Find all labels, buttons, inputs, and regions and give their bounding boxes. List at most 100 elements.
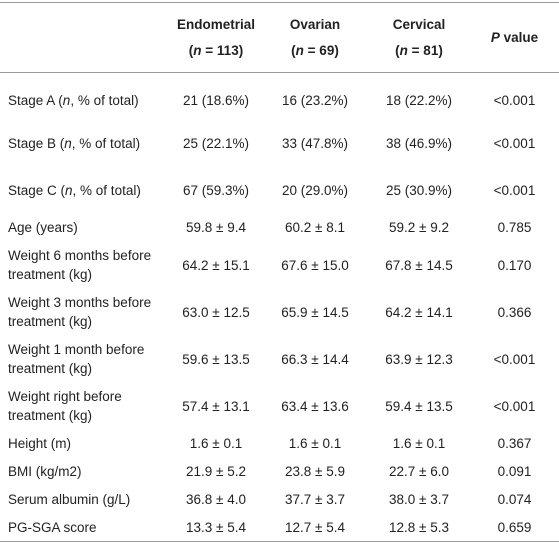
table-cell: 12.8 ± 5.3 <box>368 513 470 542</box>
text-segment: Stage C ( <box>8 182 66 198</box>
table-cell: 67 (59.3%) <box>182 182 250 198</box>
text-segment: Serum albumin (g/L) <box>8 492 131 507</box>
table-cell: 0.659 <box>470 513 559 542</box>
row-label: Weight 3 months before treatment (kg) <box>0 289 170 336</box>
table-cell: 37.7 ± 3.7 <box>285 492 345 507</box>
text-segment: ( <box>291 42 296 58</box>
table-cell: 13.3 ± 5.4 <box>170 513 262 542</box>
table-cell: 20 (29.0%) <box>281 182 349 198</box>
table-cell: 63.9 ± 12.3 <box>385 351 453 367</box>
table-cell: 0.074 <box>497 492 532 507</box>
text-segment: = 69) <box>303 42 339 58</box>
table-cell: 59.8 ± 9.4 <box>186 220 246 235</box>
table-row: BMI (kg/m2) 21.9 ± 5.2 23.8 ± 5.9 22.7 ± 6.… <box>0 458 559 486</box>
header-row: Endometrial (n = 113) Ovarian (n = 69) Cervi… <box>0 2 559 73</box>
table-cell: 57.4 ± 13.1 <box>182 398 250 414</box>
table-cell: 38 (46.9%) <box>385 135 453 151</box>
row-label: Weight 1 month before treatment (kg) <box>0 336 170 383</box>
table-cell: 59.6 ± 13.5 <box>182 351 250 367</box>
row-label: Stage A (n, % of total) <box>0 73 170 120</box>
table-row: Weight right before treatment (kg) 57.4 ±… <box>0 383 559 430</box>
text-segment: , % of total) <box>71 135 141 151</box>
table-cell: 36.8 ± 4.0 <box>186 492 246 507</box>
table-cell: 33 (47.8%) <box>281 135 349 151</box>
table-cell: 0.785 <box>497 220 532 235</box>
table-cell: 65.9 ± 14.5 <box>281 304 349 320</box>
column-header: Ovarian (n = 69) <box>262 2 368 73</box>
column-header: P value <box>470 2 559 73</box>
table-cell: <0.001 <box>493 92 536 108</box>
table-cell: 21.9 ± 5.2 <box>186 464 246 479</box>
text-segment: Height (m) <box>8 436 72 451</box>
text-segment: = 81) <box>407 42 443 58</box>
table-row: Stage C (n, % of total) 67 (59.3%) 20 (29.… <box>0 167 559 214</box>
text-segment: Age (years) <box>8 220 78 235</box>
table-cell: 18 (22.2%) <box>385 92 453 108</box>
table-cell: 0.091 <box>497 464 532 479</box>
column-count: (n = 69) <box>262 38 368 64</box>
table-row: Weight 3 months before treatment (kg) 63.… <box>0 289 559 336</box>
table-cell: 12.7 ± 5.4 <box>262 513 368 542</box>
table-row: Weight 1 month before treatment (kg) 59.6… <box>0 336 559 383</box>
table-cell: <0.001 <box>493 398 536 414</box>
table-cell: 0.170 <box>497 257 532 273</box>
column-header: Endometrial (n = 113) <box>170 2 262 73</box>
row-label: Weight 6 months before treatment (kg) <box>0 242 170 289</box>
column-name: Ovarian <box>262 12 368 38</box>
table-cell: 64.2 ± 14.1 <box>385 304 453 320</box>
table-cell: 21 (18.6%) <box>182 92 250 108</box>
column-count: (n = 113) <box>170 38 262 64</box>
text-segment: Ovarian <box>289 16 341 32</box>
row-label: Height (m) <box>0 430 170 458</box>
table-cell: 67.6 ± 15.0 <box>281 257 349 273</box>
text-segment: Stage A ( <box>8 92 63 108</box>
table-cell: <0.001 <box>493 182 536 198</box>
text-segment: Weight 3 months before treatment (kg) <box>8 295 152 329</box>
table-cell: 66.3 ± 14.4 <box>281 351 349 367</box>
row-label: Weight right before treatment (kg) <box>0 383 170 430</box>
text-segment: n <box>64 135 72 151</box>
column-name: Endometrial <box>170 12 262 38</box>
text-segment: n <box>62 92 71 108</box>
text-segment: value <box>499 29 539 45</box>
table-row: PG-SGA score 13.3 ± 5.4 12.7 ± 5.4 12.8 ± 5… <box>0 513 559 542</box>
table-row: Height (m) 1.6 ± 0.1 1.6 ± 0.1 1.6 ± 0.1 0.3… <box>0 430 559 458</box>
text-segment: n <box>193 42 202 58</box>
table-cell: 0.366 <box>497 304 532 320</box>
table-cell: <0.001 <box>493 351 536 367</box>
text-segment: ( <box>188 42 194 58</box>
text-segment: , % of total) <box>72 182 141 198</box>
row-label: Age (years) <box>0 214 170 242</box>
column-name: Cervical <box>368 12 470 38</box>
table-cell: 38.0 ± 3.7 <box>389 492 449 507</box>
table-row: Stage A (n, % of total) 21 (18.6%) 16 (23.… <box>0 73 559 120</box>
text-segment: , % of total) <box>70 92 139 108</box>
row-label: PG-SGA score <box>0 513 170 542</box>
row-label: Serum albumin (g/L) <box>0 486 170 514</box>
text-segment: PG-SGA score <box>8 519 97 535</box>
text-segment: n <box>295 42 304 58</box>
row-label: BMI (kg/m2) <box>0 458 170 486</box>
row-label: Stage C (n, % of total) <box>0 167 170 214</box>
table-cell: 59.2 ± 9.2 <box>389 220 449 235</box>
table-cell: 1.6 ± 0.1 <box>189 436 243 451</box>
table-cell: 59.4 ± 13.5 <box>385 398 453 414</box>
text-segment: Cervical <box>392 16 446 32</box>
row-label: Stage B (n, % of total) <box>0 120 170 167</box>
table-row: Stage B (n, % of total) 25 (22.1%) 33 (47.… <box>0 120 559 167</box>
table-cell: 16 (23.2%) <box>281 92 349 108</box>
text-segment: ( <box>395 42 400 58</box>
table-row: Age (years) 59.8 ± 9.4 60.2 ± 8.1 59.2 ± 9.… <box>0 214 559 242</box>
table-cell: 64.2 ± 15.1 <box>182 257 250 273</box>
table-cell: 1.6 ± 0.1 <box>288 436 342 451</box>
text-segment: Weight 6 months before treatment (kg) <box>8 248 152 282</box>
table-body: Stage A (n, % of total) 21 (18.6%) 16 (23.… <box>0 73 559 542</box>
table-cell: 25 (30.9%) <box>385 182 453 198</box>
column-name: P value <box>470 25 559 51</box>
text-segment: P <box>490 29 500 45</box>
table-cell: 25 (22.1%) <box>182 135 250 151</box>
table-cell: <0.001 <box>493 135 536 151</box>
table-cell: 63.0 ± 12.5 <box>182 304 250 320</box>
